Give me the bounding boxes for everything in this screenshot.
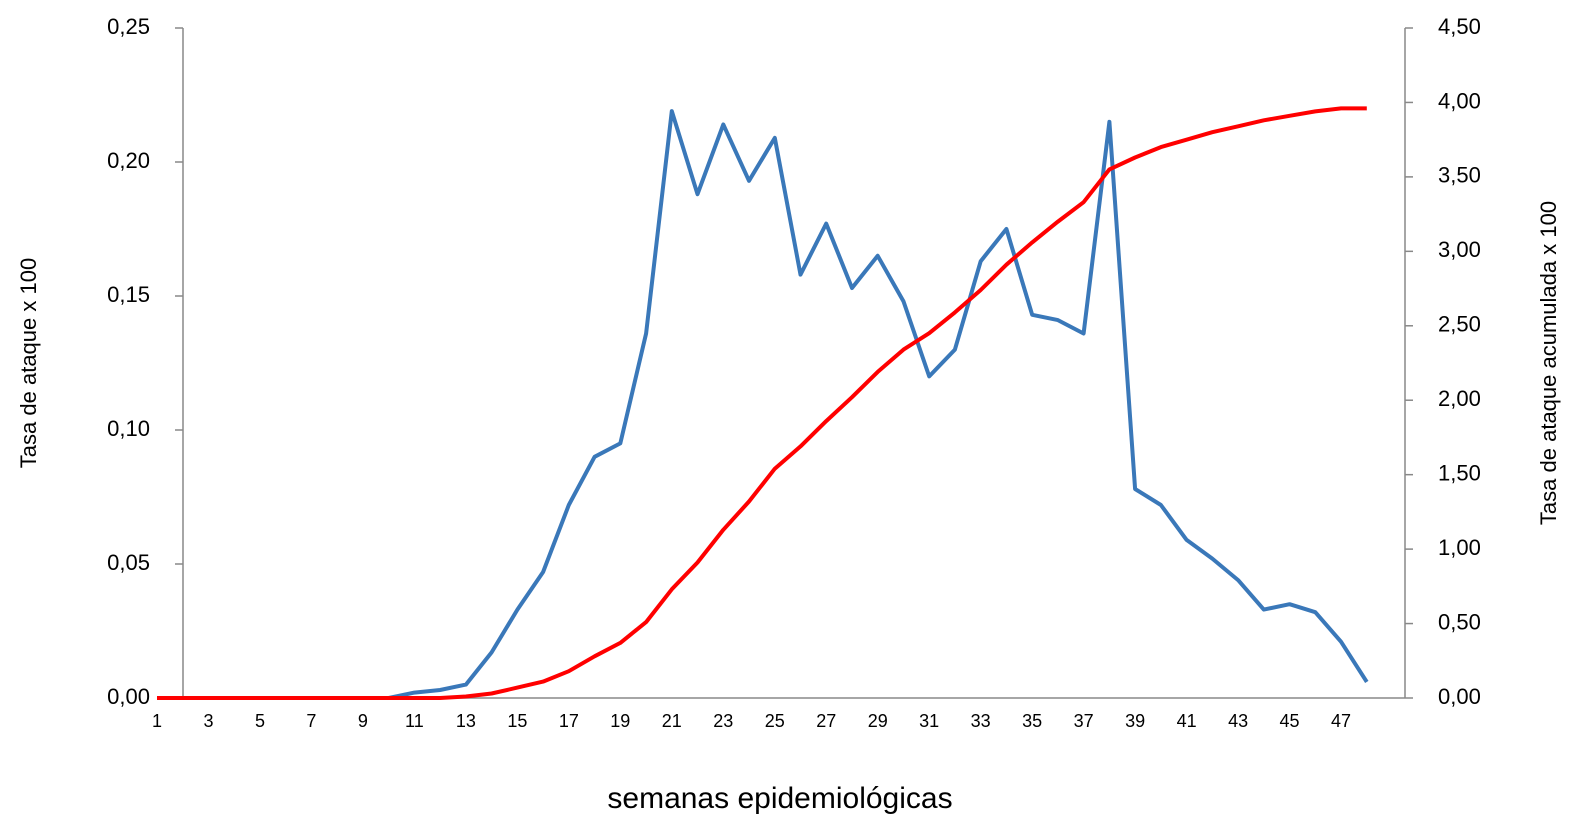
- x-tick-label: 37: [1074, 711, 1094, 731]
- x-tick-label: 15: [507, 711, 527, 731]
- x-tick-label: 5: [255, 711, 265, 731]
- x-tick-label: 9: [358, 711, 368, 731]
- y-tick-label: 0,05: [107, 550, 150, 575]
- x-tick-label: 29: [868, 711, 888, 731]
- x-tick-label: 47: [1331, 711, 1351, 731]
- x-tick-label: 3: [203, 711, 213, 731]
- x-tick-label: 7: [306, 711, 316, 731]
- x-tick-label: 1: [152, 711, 162, 731]
- y2-tick-label: 2,50: [1438, 312, 1481, 337]
- y2-tick-label: 2,00: [1438, 386, 1481, 411]
- y-tick-label: 0,25: [107, 14, 150, 39]
- x-tick-label: 43: [1228, 711, 1248, 731]
- x-tick-label: 33: [971, 711, 991, 731]
- y2-tick-label: 4,50: [1438, 14, 1481, 39]
- y2-tick-label: 0,00: [1438, 684, 1481, 709]
- x-tick-label: 23: [713, 711, 733, 731]
- x-axis-title: semanas epidemiológicas: [607, 782, 952, 815]
- x-tick-label: 31: [919, 711, 939, 731]
- y2-tick-label: 3,00: [1438, 237, 1481, 262]
- y2-tick-label: 1,50: [1438, 460, 1481, 485]
- x-tick-label: 13: [456, 711, 476, 731]
- x-tick-label: 25: [765, 711, 785, 731]
- y-tick-label: 0,00: [107, 684, 150, 709]
- x-tick-label: 27: [816, 711, 836, 731]
- y2-tick-label: 0,50: [1438, 609, 1481, 634]
- x-tick-label: 17: [559, 711, 579, 731]
- x-tick-label: 35: [1022, 711, 1042, 731]
- y2-tick-label: 4,00: [1438, 88, 1481, 113]
- x-tick-label: 45: [1280, 711, 1300, 731]
- y-axis-title: Tasa de ataque x 100: [16, 258, 41, 468]
- y-tick-label: 0,10: [107, 416, 150, 441]
- y-tick-label: 0,15: [107, 282, 150, 307]
- y-tick-label: 0,20: [107, 148, 150, 173]
- y2-tick-label: 3,50: [1438, 163, 1481, 188]
- x-tick-label: 21: [662, 711, 682, 731]
- y2-axis-title: Tasa de ataque acumulada x 100: [1536, 201, 1561, 525]
- x-tick-label: 19: [610, 711, 630, 731]
- series-line: [157, 106, 1367, 700]
- x-tick-label: 41: [1177, 711, 1197, 731]
- series-line: [157, 109, 1369, 700]
- x-tick-label: 11: [405, 711, 424, 731]
- x-tick-label: 39: [1125, 711, 1145, 731]
- y2-tick-label: 1,00: [1438, 535, 1481, 560]
